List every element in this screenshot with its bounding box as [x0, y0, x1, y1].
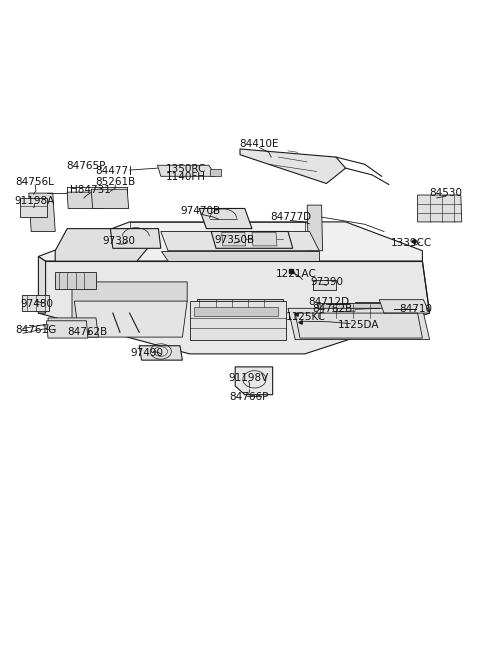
Polygon shape — [211, 231, 293, 248]
Text: 84410E: 84410E — [240, 139, 279, 149]
Polygon shape — [252, 233, 277, 246]
Polygon shape — [74, 301, 187, 337]
Polygon shape — [48, 318, 98, 337]
Text: 84710: 84710 — [399, 305, 432, 314]
Polygon shape — [190, 301, 286, 339]
Text: 84766P: 84766P — [229, 392, 268, 402]
Text: 91198A: 91198A — [14, 196, 55, 206]
Text: 85261B: 85261B — [95, 177, 135, 187]
Polygon shape — [29, 193, 55, 231]
Polygon shape — [91, 189, 129, 208]
Polygon shape — [161, 251, 319, 261]
Text: 91198V: 91198V — [228, 373, 269, 383]
Text: 84756L: 84756L — [16, 177, 54, 187]
Text: 1125KC: 1125KC — [286, 312, 326, 322]
Polygon shape — [418, 195, 462, 222]
Polygon shape — [199, 208, 252, 229]
Polygon shape — [307, 205, 323, 251]
Polygon shape — [47, 321, 88, 338]
Text: H84731: H84731 — [70, 185, 111, 195]
Polygon shape — [157, 165, 216, 176]
Polygon shape — [38, 257, 46, 313]
Text: 97490: 97490 — [130, 348, 163, 358]
Text: 97470B: 97470B — [180, 206, 221, 216]
Polygon shape — [55, 272, 96, 289]
Polygon shape — [139, 346, 182, 360]
Polygon shape — [110, 229, 161, 248]
Polygon shape — [235, 367, 273, 395]
Polygon shape — [67, 192, 102, 208]
Text: 84761G: 84761G — [15, 325, 57, 335]
Text: 84777D: 84777D — [270, 212, 311, 222]
Polygon shape — [197, 299, 283, 313]
Text: 84477: 84477 — [96, 166, 129, 176]
Polygon shape — [194, 307, 278, 316]
Polygon shape — [38, 261, 430, 354]
Polygon shape — [317, 303, 396, 318]
Text: 1125DA: 1125DA — [338, 320, 380, 329]
Text: 1221AC: 1221AC — [276, 269, 317, 279]
Text: 97380: 97380 — [102, 236, 135, 246]
Text: 84530: 84530 — [429, 188, 462, 198]
Polygon shape — [288, 309, 430, 339]
Text: 1140FH: 1140FH — [166, 172, 205, 182]
Text: 84765P: 84765P — [66, 161, 105, 171]
Text: 1350RC: 1350RC — [166, 164, 206, 174]
Polygon shape — [240, 149, 346, 183]
Polygon shape — [20, 198, 47, 217]
Text: 1339CC: 1339CC — [391, 238, 432, 248]
Polygon shape — [313, 280, 336, 290]
Polygon shape — [22, 295, 49, 310]
Text: 97390: 97390 — [310, 277, 343, 288]
Polygon shape — [72, 282, 187, 332]
Polygon shape — [210, 169, 221, 176]
Polygon shape — [161, 231, 319, 251]
Polygon shape — [379, 299, 430, 313]
Text: 84762B: 84762B — [312, 305, 353, 314]
Text: 84712D: 84712D — [308, 297, 349, 307]
Polygon shape — [422, 261, 430, 313]
Polygon shape — [55, 229, 149, 261]
Text: 97480: 97480 — [20, 299, 53, 309]
Text: 97350B: 97350B — [214, 235, 254, 245]
Polygon shape — [222, 233, 246, 246]
Text: 84762B: 84762B — [68, 328, 108, 337]
Polygon shape — [38, 222, 422, 261]
